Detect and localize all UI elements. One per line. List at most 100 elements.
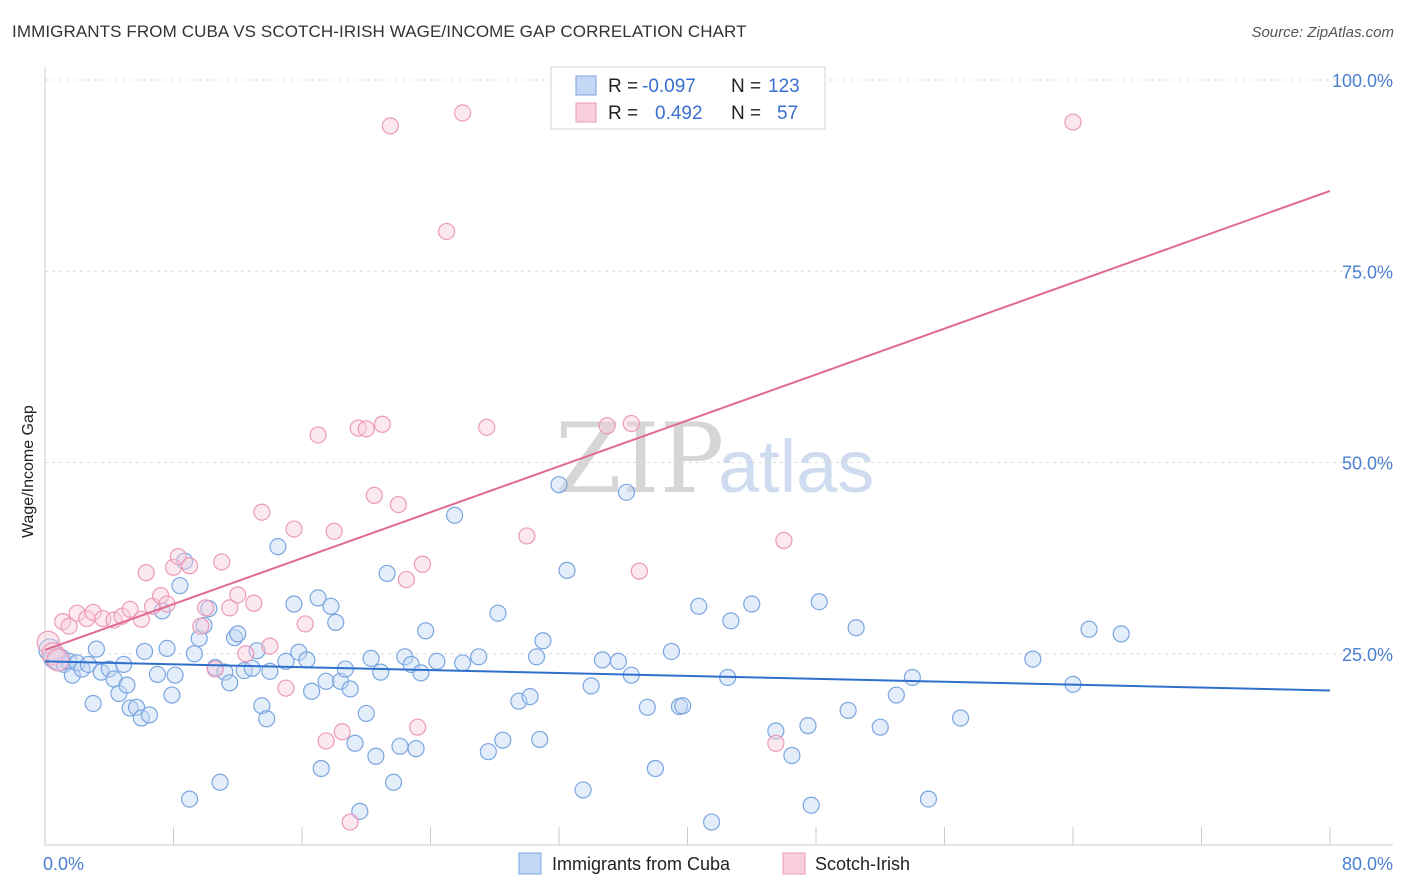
scotch-point-27	[245, 594, 263, 612]
cuba-point-79	[489, 604, 507, 622]
cuba-point-72	[412, 664, 430, 682]
legend-n-value-2: 57	[777, 103, 798, 124]
legend-swatch-scotch	[575, 102, 597, 123]
scotch-point-20	[192, 617, 210, 635]
y-axis-label: Wage/Income Gap	[20, 405, 37, 538]
cuba-point-42	[248, 642, 266, 660]
scotch-point-55	[775, 531, 793, 550]
cuba-point-88	[574, 781, 592, 799]
cuba-point-22	[148, 665, 167, 684]
series-immigrants-from-cuba	[38, 476, 1130, 831]
legend-r-value-1: -0.097	[642, 76, 696, 97]
scotch-point-30	[277, 679, 295, 697]
cuba-point-83	[527, 648, 546, 666]
y-tick-label-3: 100.0%	[1332, 71, 1393, 91]
cuba-point-17	[121, 699, 139, 717]
scotch-point-26	[237, 645, 255, 663]
cuba-point-46	[269, 538, 287, 556]
scotch-point-46	[413, 555, 432, 573]
cuba-point-29	[180, 790, 199, 808]
cuba-point-15	[115, 655, 133, 674]
scotch-point-7	[84, 603, 102, 622]
cuba-point-84	[531, 730, 549, 749]
cuba-point-61	[351, 802, 369, 820]
axes	[44, 67, 1393, 846]
cuba-point-115	[951, 709, 970, 727]
cuba-point-89	[582, 677, 600, 695]
scotch-point-50	[518, 527, 536, 545]
cuba-point-62	[357, 704, 375, 723]
cuba-point-65	[372, 663, 390, 681]
cuba-point-91	[609, 652, 628, 671]
cuba-point-109	[839, 701, 857, 719]
cuba-point-82	[521, 687, 539, 706]
scotch-point-34	[317, 732, 335, 750]
cuba-point-92	[617, 483, 636, 501]
cuba-point-119	[1112, 625, 1130, 643]
scotch-point-36	[333, 723, 351, 741]
cuba-point-20	[135, 642, 154, 661]
scotch-point-42	[381, 117, 399, 135]
scotch-point-33	[309, 426, 327, 444]
cuba-point-8	[79, 655, 97, 674]
scotch-point-53	[630, 562, 648, 580]
legend-r-label-2: R =	[608, 103, 638, 124]
cuba-point-51	[303, 682, 321, 700]
cuba-point-54	[317, 672, 335, 690]
cuba-point-9	[84, 694, 102, 713]
bottom-legend-swatch-scotch	[782, 852, 806, 875]
cuba-point-114	[919, 790, 938, 808]
cuba-point-55	[322, 597, 340, 615]
cuba-point-116	[1024, 650, 1042, 668]
bottom-legend-label-scotch: Scotch-Irish	[815, 854, 910, 874]
cuba-point-43	[253, 697, 271, 715]
cuba-point-110	[847, 619, 865, 637]
scotch-point-49	[478, 418, 496, 436]
cuba-point-103	[743, 595, 761, 613]
y-tick-label-2: 75.0%	[1342, 262, 1393, 282]
chart-title: IMMIGRANTS FROM CUBA VS SCOTCH-IRISH WAG…	[12, 22, 747, 41]
cuba-point-41	[243, 659, 261, 677]
cuba-point-44	[258, 710, 276, 728]
cuba-point-95	[646, 759, 664, 778]
cuba-point-74	[428, 652, 446, 671]
cuba-point-66	[378, 564, 396, 583]
y-tick-labels: 25.0% 50.0% 75.0% 100.0%	[1332, 71, 1393, 665]
x-tick-label-1: 80.0%	[1342, 854, 1393, 874]
scotch-point-44	[397, 570, 416, 589]
x-tick-labels: 0.0% 80.0%	[43, 854, 1393, 874]
cuba-point-52	[309, 589, 327, 607]
cuba-point-50	[298, 651, 316, 669]
scotch-point-45	[409, 718, 427, 736]
scotch-point-54	[767, 734, 785, 752]
scotch-point-48	[454, 104, 472, 122]
cuba-point-107	[802, 796, 820, 814]
source-label: Source: ZipAtlas.com	[1251, 24, 1394, 41]
scotch-point-47	[437, 222, 456, 241]
legend-n-value-1: 123	[768, 76, 800, 97]
bottom-legend-label-cuba: Immigrants from Cuba	[552, 854, 731, 874]
cuba-point-48	[285, 595, 303, 613]
cuba-point-59	[341, 680, 359, 698]
scotch-point-40	[365, 486, 383, 504]
cuba-point-98	[674, 697, 692, 715]
cuba-point-64	[367, 747, 385, 765]
cuba-point-77	[470, 648, 488, 666]
scotch-point-29	[261, 637, 279, 655]
scotch-point-28	[253, 503, 271, 521]
cuba-point-63	[362, 649, 380, 667]
scotch-point-19	[180, 557, 199, 575]
scotch-point-24	[221, 599, 239, 617]
cuba-point-96	[662, 642, 681, 661]
legend-n-label-1: N =	[731, 76, 761, 97]
scotch-point-22	[206, 660, 224, 678]
cuba-point-27	[171, 577, 189, 595]
scotch-point-18	[169, 547, 187, 566]
cuba-point-47	[277, 652, 295, 671]
trend-lines	[44, 189, 1331, 692]
cuba-point-104	[767, 722, 785, 740]
scotch-point-2	[46, 648, 70, 672]
cuba-point-53	[312, 759, 330, 778]
cuba-point-80	[494, 731, 512, 749]
cuba-point-99	[690, 597, 708, 615]
